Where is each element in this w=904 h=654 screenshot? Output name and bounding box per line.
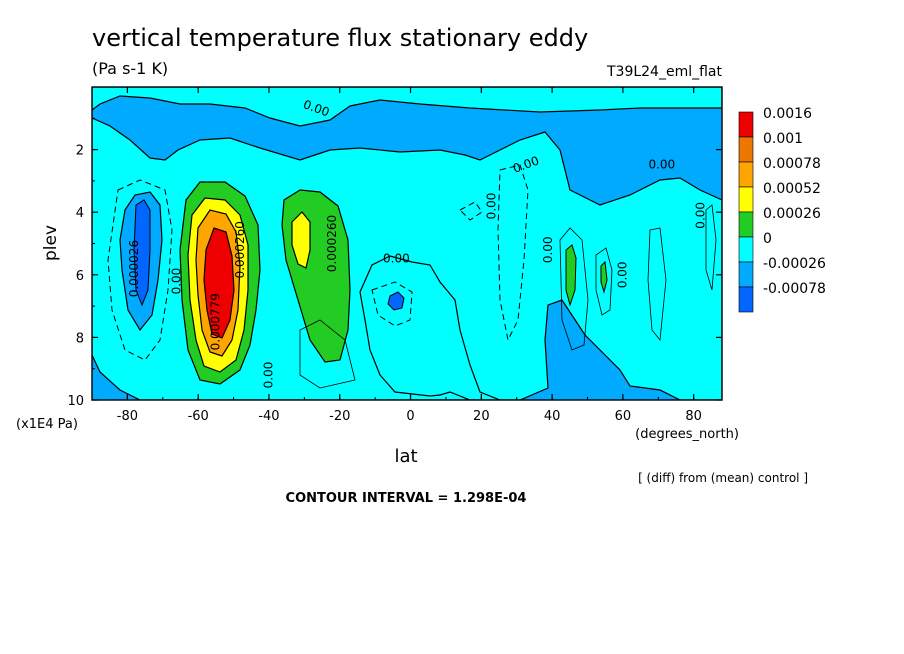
x-tick-label: 80 bbox=[685, 409, 702, 424]
x-tick-label: 60 bbox=[615, 409, 632, 424]
contour-label: 0.00 bbox=[169, 268, 183, 295]
y-tick-label: 10 bbox=[67, 394, 84, 409]
field-green-56n bbox=[600, 260, 608, 294]
color-legend: 0.0016 0.001 0.00078 0.00052 0.00026 0 -0.0002… bbox=[738, 106, 826, 313]
x-tick-label: -80 bbox=[117, 409, 138, 424]
contour-label: 0.00 bbox=[615, 261, 629, 288]
chart-title: vertical temperature flux stationary edd… bbox=[92, 24, 588, 52]
x-axis-label: lat bbox=[394, 446, 417, 467]
legend-swatch bbox=[738, 261, 754, 288]
legend-label: 0.0016 bbox=[763, 106, 812, 122]
plot-area: 0.000.00 0.000.000.000.000.000.000.000.00… bbox=[92, 87, 722, 400]
legend-label: -0.00078 bbox=[763, 281, 826, 297]
legend-swatch bbox=[738, 211, 754, 238]
contour-label: 0.00 bbox=[484, 193, 498, 220]
x-tick-label: -60 bbox=[188, 409, 209, 424]
legend-swatch bbox=[738, 286, 754, 313]
contour-label: 0.00 bbox=[541, 236, 555, 263]
field-cyan-region bbox=[92, 87, 722, 127]
y-tick-label: 8 bbox=[76, 331, 84, 346]
field-negative-eq bbox=[387, 291, 405, 311]
legend-swatch bbox=[738, 161, 754, 188]
field-green-46n bbox=[565, 244, 577, 307]
contour-label: 0.00 bbox=[648, 157, 675, 171]
field-red-left bbox=[203, 227, 235, 339]
x-tick-label: -20 bbox=[329, 409, 350, 424]
x-axis: -80 -60 -40 -20 0 20 40 60 80 bbox=[91, 87, 702, 424]
y-axis-units: (x1E4 Pa) bbox=[16, 417, 78, 432]
legend-label: 0 bbox=[763, 231, 772, 247]
y-tick-label: 6 bbox=[76, 269, 84, 284]
contour-label: 0.000026 bbox=[127, 240, 141, 297]
x-tick-label: -40 bbox=[258, 409, 279, 424]
y-tick-label: 2 bbox=[76, 144, 84, 159]
contour-label: 0.000779 bbox=[208, 293, 222, 350]
y-tick-label: 4 bbox=[76, 206, 84, 221]
contour-label: 0.00 bbox=[262, 362, 276, 389]
field-yellow-secondary bbox=[291, 211, 311, 269]
legend-label: 0.00078 bbox=[763, 156, 821, 172]
legend-label: 0.00026 bbox=[763, 206, 821, 222]
field-negative-left-core bbox=[133, 199, 151, 307]
thin-contours bbox=[299, 204, 717, 389]
dashed-contours bbox=[107, 164, 529, 361]
legend-swatch bbox=[738, 186, 754, 213]
chart-units: (Pa s-1 K) bbox=[92, 59, 168, 78]
x-axis-units: (degrees_north) bbox=[635, 427, 739, 442]
legend-label: 0.00052 bbox=[763, 181, 821, 197]
legend-swatch bbox=[738, 111, 754, 138]
contour-interval: CONTOUR INTERVAL = 1.298E-04 bbox=[286, 491, 527, 506]
x-tick-label: 40 bbox=[544, 409, 561, 424]
legend-label: 0.001 bbox=[763, 131, 803, 147]
diff-note: [ (diff) from (mean) control ] bbox=[638, 471, 808, 485]
x-tick-label: 0 bbox=[406, 409, 414, 424]
y-axis-label: plev bbox=[41, 225, 61, 261]
x-tick-label: 20 bbox=[473, 409, 490, 424]
contour-label: 0.00 bbox=[693, 202, 707, 229]
contour-label: 0.00 bbox=[383, 251, 410, 265]
y-axis: 2 4 6 8 10 bbox=[67, 117, 722, 409]
legend-swatch bbox=[738, 236, 754, 263]
run-label: T39L24_eml_flat bbox=[606, 64, 723, 80]
contour-label: 0.000260 bbox=[325, 215, 339, 272]
legend-label: -0.00026 bbox=[763, 256, 826, 272]
contour-label: 0.000260 bbox=[233, 221, 247, 278]
legend-swatch bbox=[738, 136, 754, 163]
